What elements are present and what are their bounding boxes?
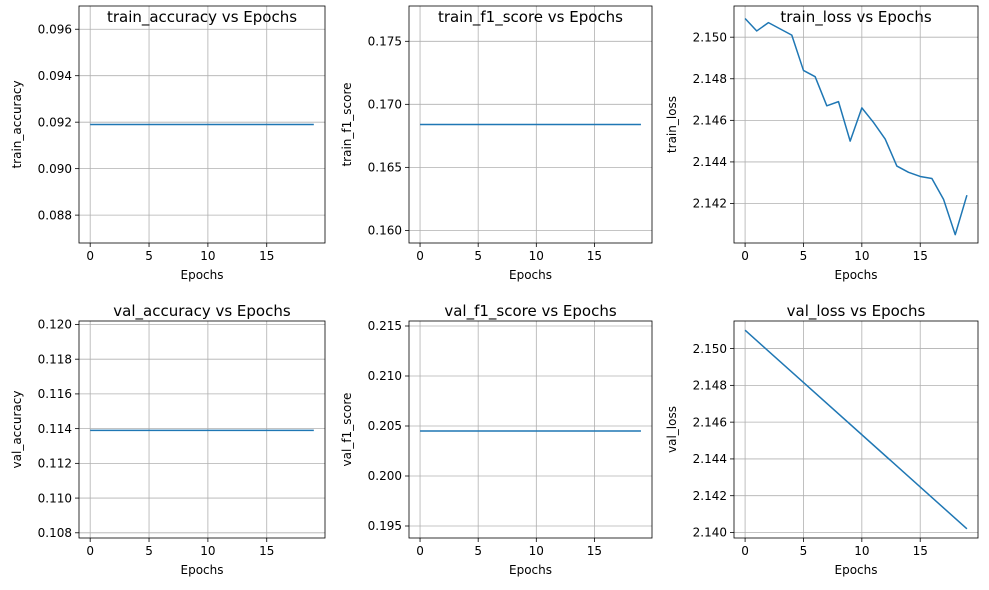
- y-tick-label: 0.175: [368, 34, 402, 48]
- x-tick-label: 5: [145, 544, 153, 558]
- y-tick-label: 0.108: [38, 526, 72, 540]
- y-tick-label: 0.094: [38, 69, 72, 83]
- x-tick-label: 15: [587, 249, 602, 263]
- y-tick-label: 2.142: [693, 489, 727, 503]
- y-tick-label: 2.146: [693, 114, 727, 128]
- x-axis-label: Epochs: [835, 268, 878, 282]
- subplot-3: 0 5 10 15 2.142 2.144 2.146 2.148 2.150 train_los…: [665, 5, 979, 282]
- x-tick-label: 10: [854, 544, 869, 558]
- y-axis-label: train_f1_score: [340, 82, 354, 166]
- y-tick-label: 0.215: [368, 319, 402, 333]
- y-tick-label: 2.144: [693, 155, 727, 169]
- x-axis-label: Epochs: [835, 563, 878, 577]
- axes-frame: [78, 5, 326, 244]
- x-tick-label: 15: [587, 544, 602, 558]
- y-tick-label: 2.150: [693, 342, 727, 356]
- y-tick-label: 0.195: [368, 519, 402, 533]
- y-tick-label: 0.110: [38, 491, 72, 505]
- y-tick-label: 0.088: [38, 208, 72, 222]
- x-tick-label: 10: [200, 249, 215, 263]
- x-tick-label: 0: [741, 544, 749, 558]
- y-tick-label: 0.120: [38, 318, 72, 332]
- chart-title: val_loss vs Epochs: [787, 302, 926, 321]
- axes-frame: [78, 320, 326, 539]
- y-tick-label: 0.116: [38, 387, 72, 401]
- y-tick-label: 2.150: [693, 30, 727, 44]
- x-tick-label: 10: [529, 544, 544, 558]
- y-tick-label: 0.210: [368, 369, 402, 383]
- x-axis-label: Epochs: [509, 268, 552, 282]
- x-tick-label: 0: [86, 544, 94, 558]
- x-tick-label: 0: [741, 249, 749, 263]
- x-tick-label: 15: [913, 544, 928, 558]
- subplot-5: 0 5 10 15 0.195 0.200 0.205 0.210 0.215 val_f1_sc…: [340, 302, 653, 577]
- axes-frame: [733, 5, 979, 244]
- chart-title: val_f1_score vs Epochs: [444, 302, 617, 321]
- chart-title: train_accuracy vs Epochs: [107, 8, 297, 27]
- subplot-2: 0 5 10 15 0.160 0.165 0.170 0.175 train_f1_score…: [340, 5, 653, 282]
- x-tick-label: 5: [800, 249, 808, 263]
- y-tick-label: 0.200: [368, 469, 402, 483]
- y-tick-label: 0.118: [38, 352, 72, 366]
- y-tick-label: 0.114: [38, 422, 72, 436]
- series-line: [744, 17, 968, 236]
- y-axis-label: val_accuracy: [10, 391, 24, 469]
- y-tick-label: 2.148: [693, 72, 727, 86]
- subplot-4: 0 5 10 15 0.108 0.110 0.112 0.114 0.116 0.118 0.12…: [10, 302, 326, 577]
- y-tick-label: 0.090: [38, 162, 72, 176]
- x-tick-label: 0: [416, 249, 424, 263]
- y-tick-label: 0.160: [368, 224, 402, 238]
- chart-title: val_accuracy vs Epochs: [113, 302, 291, 321]
- chart-title: train_loss vs Epochs: [780, 8, 932, 27]
- x-tick-label: 10: [854, 249, 869, 263]
- y-tick-label: 2.148: [693, 379, 727, 393]
- x-tick-label: 15: [259, 249, 274, 263]
- x-tick-label: 5: [145, 249, 153, 263]
- x-axis-label: Epochs: [509, 563, 552, 577]
- x-tick-label: 10: [529, 249, 544, 263]
- x-axis-label: Epochs: [181, 268, 224, 282]
- y-tick-label: 0.112: [38, 457, 72, 471]
- x-tick-label: 5: [474, 249, 482, 263]
- y-tick-label: 2.140: [693, 526, 727, 540]
- y-axis-label: train_accuracy: [10, 80, 24, 168]
- y-axis-label: val_f1_score: [340, 393, 354, 467]
- axes-frame: [733, 320, 979, 539]
- y-tick-label: 0.170: [368, 98, 402, 112]
- x-tick-label: 15: [259, 544, 274, 558]
- subplot-1: 0 5 10 15 0.088 0.090 0.092 0.094 0.096 train_acc…: [10, 5, 326, 282]
- axes-frame: [408, 320, 653, 539]
- series-line: [744, 329, 968, 530]
- chart-title: train_f1_score vs Epochs: [438, 8, 623, 27]
- y-axis-label: val_loss: [665, 406, 679, 453]
- x-tick-label: 15: [913, 249, 928, 263]
- x-tick-label: 5: [800, 544, 808, 558]
- axes-frame: [408, 5, 653, 244]
- x-tick-label: 0: [416, 544, 424, 558]
- x-tick-label: 5: [474, 544, 482, 558]
- y-tick-label: 2.146: [693, 415, 727, 429]
- x-tick-label: 0: [86, 249, 94, 263]
- y-tick-label: 2.142: [693, 197, 727, 211]
- y-tick-label: 0.092: [38, 115, 72, 129]
- x-tick-label: 10: [200, 544, 215, 558]
- x-axis-label: Epochs: [181, 563, 224, 577]
- y-axis-label: train_loss: [665, 96, 679, 153]
- y-tick-label: 0.096: [38, 22, 72, 36]
- y-tick-label: 0.205: [368, 419, 402, 433]
- y-tick-label: 2.144: [693, 452, 727, 466]
- subplot-6: 0 5 10 15 2.140 2.142 2.144 2.146 2.148 2.150 val_…: [665, 302, 979, 577]
- y-tick-label: 0.165: [368, 161, 402, 175]
